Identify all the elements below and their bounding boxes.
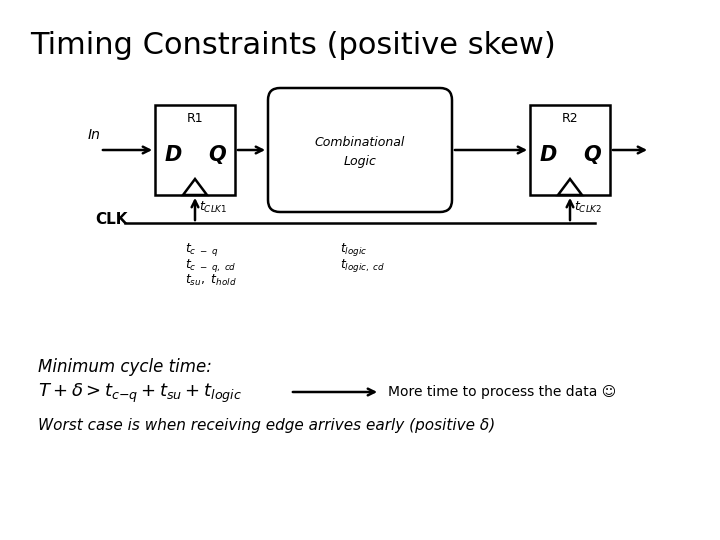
Text: Q: Q bbox=[208, 145, 226, 165]
Text: Logic: Logic bbox=[343, 156, 377, 168]
Text: $t_{c\ -\ q}$: $t_{c\ -\ q}$ bbox=[185, 241, 218, 258]
Text: Minimum cycle time:: Minimum cycle time: bbox=[38, 358, 212, 376]
Polygon shape bbox=[558, 179, 582, 195]
Text: More time to process the data ☺: More time to process the data ☺ bbox=[388, 385, 616, 399]
Text: Combinational: Combinational bbox=[315, 136, 405, 148]
Text: Worst case is when receiving edge arrives early (positive δ): Worst case is when receiving edge arrive… bbox=[38, 418, 495, 433]
Text: D: D bbox=[164, 145, 181, 165]
Text: Timing Constraints (positive skew): Timing Constraints (positive skew) bbox=[30, 30, 556, 59]
Text: $t_{CLK2}$: $t_{CLK2}$ bbox=[574, 200, 602, 215]
Text: $t_{logic}$: $t_{logic}$ bbox=[340, 241, 367, 258]
Text: $t_{logic,\ cd}$: $t_{logic,\ cd}$ bbox=[340, 257, 385, 274]
Text: R2: R2 bbox=[562, 112, 578, 125]
Text: In: In bbox=[88, 128, 101, 142]
Text: $T + \delta > t_{c\mathrm{-}q} + t_{su} + t_{logic}$: $T + \delta > t_{c\mathrm{-}q} + t_{su} … bbox=[38, 382, 242, 405]
Text: Q: Q bbox=[583, 145, 601, 165]
Text: CLK: CLK bbox=[95, 212, 127, 226]
Text: $t_{CLK1}$: $t_{CLK1}$ bbox=[199, 200, 228, 215]
Bar bbox=[155, 105, 235, 195]
Text: D: D bbox=[539, 145, 557, 165]
Text: $t_{c\ -\ q,\ cd}$: $t_{c\ -\ q,\ cd}$ bbox=[185, 257, 236, 274]
Text: R1: R1 bbox=[186, 112, 203, 125]
Bar bbox=[530, 105, 610, 195]
Text: $t_{su},\ t_{hold}$: $t_{su},\ t_{hold}$ bbox=[185, 273, 237, 288]
Polygon shape bbox=[183, 179, 207, 195]
FancyBboxPatch shape bbox=[268, 88, 452, 212]
